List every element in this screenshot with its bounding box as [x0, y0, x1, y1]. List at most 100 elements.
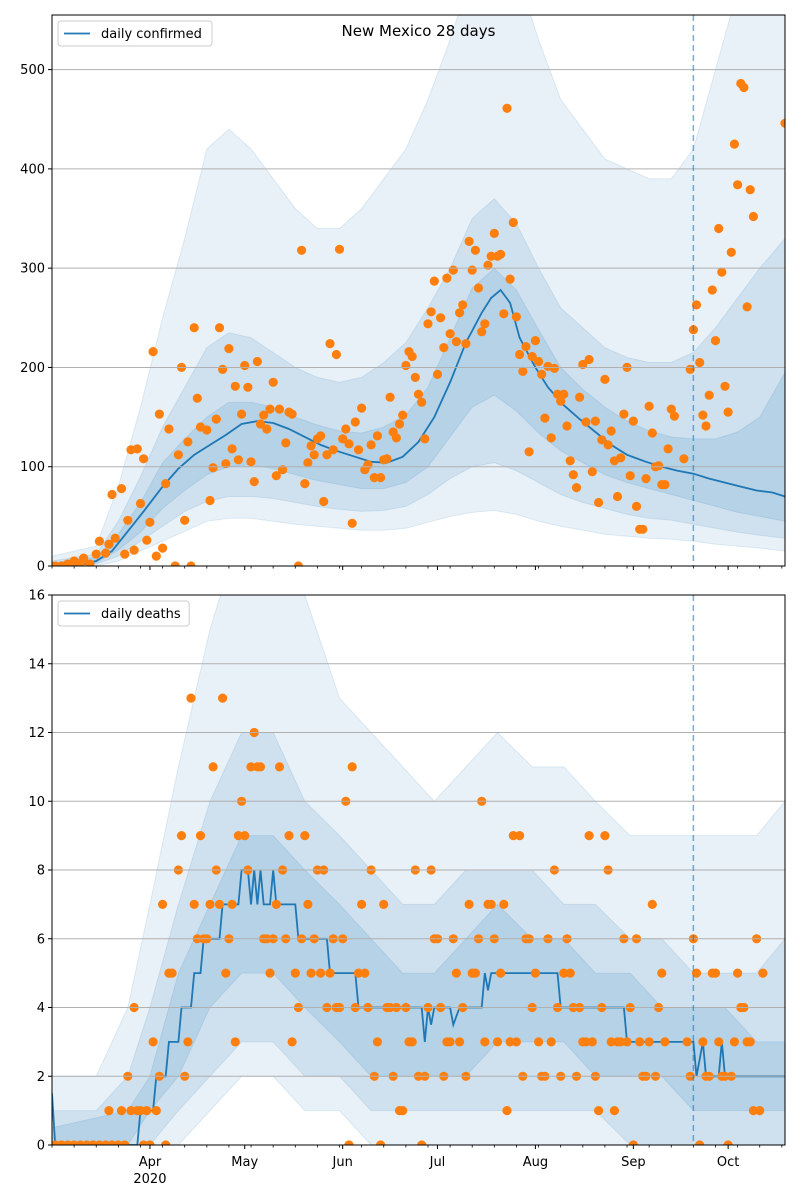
data-point	[300, 479, 310, 489]
data-point	[565, 456, 575, 466]
data-point	[158, 543, 168, 553]
data-point	[758, 968, 768, 978]
data-point	[161, 1140, 171, 1145]
data-point	[334, 244, 345, 254]
data-point	[540, 413, 550, 423]
legend-label: daily confirmed	[101, 27, 202, 42]
data-point	[214, 899, 225, 910]
data-point	[268, 377, 278, 387]
data-point	[451, 337, 461, 347]
data-point	[587, 467, 597, 477]
data-point	[682, 1037, 692, 1047]
data-point	[534, 1037, 544, 1047]
x-tick-label: Apr	[139, 1155, 162, 1170]
data-point	[205, 495, 215, 506]
x-tick-label: Sep	[621, 1155, 646, 1170]
data-point	[470, 968, 480, 978]
data-point	[372, 1037, 382, 1047]
x-tick-label: Oct	[717, 1155, 739, 1170]
data-point	[691, 300, 702, 310]
data-point	[464, 899, 474, 910]
data-point	[401, 360, 411, 371]
data-point	[635, 1037, 645, 1047]
data-point	[278, 465, 288, 475]
data-point	[170, 561, 180, 566]
data-point	[616, 453, 626, 463]
data-point	[281, 438, 291, 448]
data-point	[429, 276, 439, 286]
data-point	[123, 515, 133, 525]
data-point	[461, 339, 471, 349]
data-point	[477, 327, 487, 337]
data-point	[325, 968, 335, 978]
data-point	[328, 445, 338, 455]
data-point	[214, 323, 225, 333]
data-point	[663, 444, 673, 454]
x-tick-sublabel: 2020	[133, 1172, 166, 1187]
data-point	[739, 82, 749, 93]
data-point	[189, 899, 199, 910]
data-point	[94, 536, 104, 546]
data-point	[483, 260, 493, 270]
data-point	[448, 265, 458, 275]
data-point	[293, 561, 303, 566]
data-point	[391, 433, 401, 443]
data-point	[644, 1037, 654, 1047]
data-point	[565, 968, 575, 978]
data-point	[704, 390, 714, 400]
data-point	[372, 431, 382, 441]
data-point	[366, 440, 376, 450]
data-point	[195, 831, 206, 841]
data-point	[262, 424, 272, 434]
data-point	[733, 968, 743, 978]
data-point	[546, 1037, 556, 1047]
uncertainty-band-inner	[52, 267, 785, 566]
data-point	[726, 247, 736, 257]
data-point	[518, 366, 528, 376]
data-point	[628, 1140, 638, 1145]
uncertainty-band-inner	[52, 835, 785, 1145]
data-point	[619, 409, 629, 419]
data-point	[451, 968, 461, 978]
data-point	[714, 1037, 724, 1047]
data-point	[233, 831, 243, 841]
data-point	[376, 1140, 386, 1145]
data-point	[240, 360, 250, 371]
data-point	[745, 185, 755, 195]
data-point	[492, 1037, 503, 1047]
data-point	[505, 274, 515, 284]
data-point	[186, 693, 196, 703]
data-point	[723, 407, 733, 417]
data-point	[695, 1140, 705, 1145]
y-tick-label: 400	[20, 162, 45, 177]
data-point	[698, 410, 708, 420]
data-point	[622, 1037, 632, 1047]
data-point	[729, 139, 740, 149]
data-point	[360, 968, 370, 978]
data-point	[489, 228, 499, 238]
data-point	[341, 424, 351, 434]
data-point	[316, 968, 326, 978]
data-point	[745, 1037, 755, 1047]
y-tick-label: 12	[28, 726, 45, 741]
data-point	[628, 416, 638, 426]
data-point	[148, 347, 158, 357]
data-point	[464, 236, 474, 246]
data-point	[647, 428, 657, 438]
data-point	[116, 1106, 127, 1116]
series-line	[52, 288, 785, 566]
data-point	[581, 1037, 591, 1047]
data-point	[695, 357, 705, 368]
data-point	[511, 1037, 521, 1047]
legend: daily deaths	[57, 600, 190, 627]
data-point	[458, 300, 468, 310]
data-point	[221, 459, 231, 469]
data-point	[707, 285, 717, 295]
y-tick-label: 8	[37, 864, 45, 879]
data-point	[505, 1037, 515, 1047]
data-point	[445, 329, 455, 339]
data-point	[126, 1106, 136, 1116]
data-point	[325, 339, 335, 349]
data-point	[641, 474, 651, 484]
data-point	[496, 968, 506, 978]
